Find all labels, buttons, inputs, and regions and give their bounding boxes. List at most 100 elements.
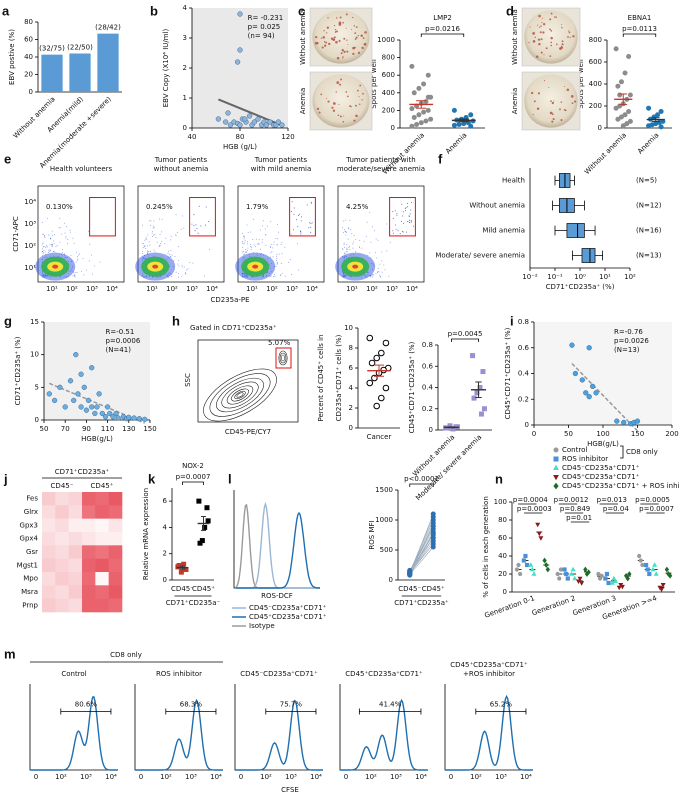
event <box>41 243 43 245</box>
event <box>346 251 348 253</box>
event <box>153 249 155 251</box>
p-value: p=0.0004 <box>513 496 548 504</box>
x-tick-label: CD45⁻ <box>398 585 421 593</box>
heat-cell <box>68 492 83 506</box>
event <box>246 241 248 243</box>
y-tick-label: 10¹ <box>24 264 36 272</box>
event <box>265 234 267 236</box>
chart-title: CD71⁺CD235a⁺ <box>55 468 110 476</box>
spot <box>341 48 344 52</box>
flow-title: without anemia <box>154 165 209 173</box>
point <box>647 571 652 577</box>
spot <box>561 45 563 47</box>
y-tick-label: 0.8 <box>518 318 529 326</box>
spot <box>327 100 330 103</box>
spot <box>318 111 321 114</box>
y-tick-label: 60 <box>498 534 507 542</box>
p-value: p=0.04 <box>603 505 629 513</box>
spot <box>551 101 555 105</box>
point <box>131 415 137 421</box>
heat-cell <box>55 532 69 546</box>
heat-cell <box>68 532 83 546</box>
x-tick-label: 10² <box>366 285 378 293</box>
y-tick-label: 0 <box>503 588 507 596</box>
event <box>164 243 166 245</box>
x-tick-label: 10³ <box>386 285 398 293</box>
event <box>401 203 403 205</box>
y-tick-label: 500 <box>380 546 393 554</box>
event <box>409 219 411 221</box>
event <box>311 202 313 204</box>
event <box>261 241 263 243</box>
event <box>349 246 351 248</box>
panel-letter: k <box>148 471 156 486</box>
event <box>396 213 398 215</box>
spot <box>529 26 531 28</box>
event <box>208 221 210 223</box>
x-tick-label: CD45⁺ <box>192 585 215 593</box>
event <box>159 234 161 236</box>
event <box>343 231 345 233</box>
point <box>197 540 203 546</box>
bar <box>69 53 91 92</box>
annotation: p= 0.025 <box>248 23 281 31</box>
heat-cell <box>95 572 109 586</box>
event <box>261 225 263 227</box>
x-tick-label: Generation 2 <box>531 594 577 617</box>
gate <box>275 347 292 369</box>
point <box>604 571 610 577</box>
x-tick-label: 10³ <box>80 773 92 781</box>
spot <box>324 44 327 47</box>
point <box>586 569 591 576</box>
event <box>275 265 277 267</box>
well <box>524 10 578 64</box>
x-tick-label: 130 <box>122 425 135 433</box>
flow-title: Health volunteers <box>50 165 113 173</box>
spot <box>343 115 345 117</box>
spot <box>363 42 367 46</box>
point <box>51 397 58 404</box>
event <box>363 240 365 242</box>
point <box>474 390 480 396</box>
point <box>658 109 664 115</box>
x-tick-label: 10¹ <box>246 285 258 293</box>
event <box>280 244 282 246</box>
event <box>49 250 51 252</box>
event <box>405 210 407 212</box>
event <box>174 256 176 258</box>
event <box>169 256 171 258</box>
point <box>535 522 541 528</box>
point <box>92 410 98 417</box>
histogram <box>235 699 323 771</box>
event <box>404 208 406 210</box>
legend-label: CD45⁺CD235a⁺CD71⁺ <box>562 473 640 481</box>
spot <box>334 31 337 33</box>
annotation: p=0.0026 <box>614 337 649 345</box>
event <box>209 248 211 250</box>
y-tick-label: 0 <box>183 124 187 132</box>
event <box>151 232 153 234</box>
spot <box>320 37 323 39</box>
y-tick-label: 0.6 <box>518 344 530 352</box>
plot-frame <box>134 684 223 771</box>
event <box>380 260 382 262</box>
point <box>583 566 588 573</box>
event <box>300 230 302 232</box>
point <box>667 572 673 579</box>
point <box>136 416 143 422</box>
event <box>70 254 72 256</box>
point <box>627 92 633 98</box>
event <box>258 243 260 245</box>
point <box>572 370 579 377</box>
group-label: CD71⁺CD235a⁺ <box>394 599 449 607</box>
annotation: (N=41) <box>105 346 131 354</box>
event <box>154 251 156 253</box>
event <box>295 219 297 221</box>
event <box>386 223 388 225</box>
heat-cell <box>82 492 96 506</box>
event <box>43 235 45 237</box>
event <box>67 242 69 244</box>
event <box>276 258 278 260</box>
x-tick-label: 10² <box>624 273 636 281</box>
point <box>423 118 429 124</box>
